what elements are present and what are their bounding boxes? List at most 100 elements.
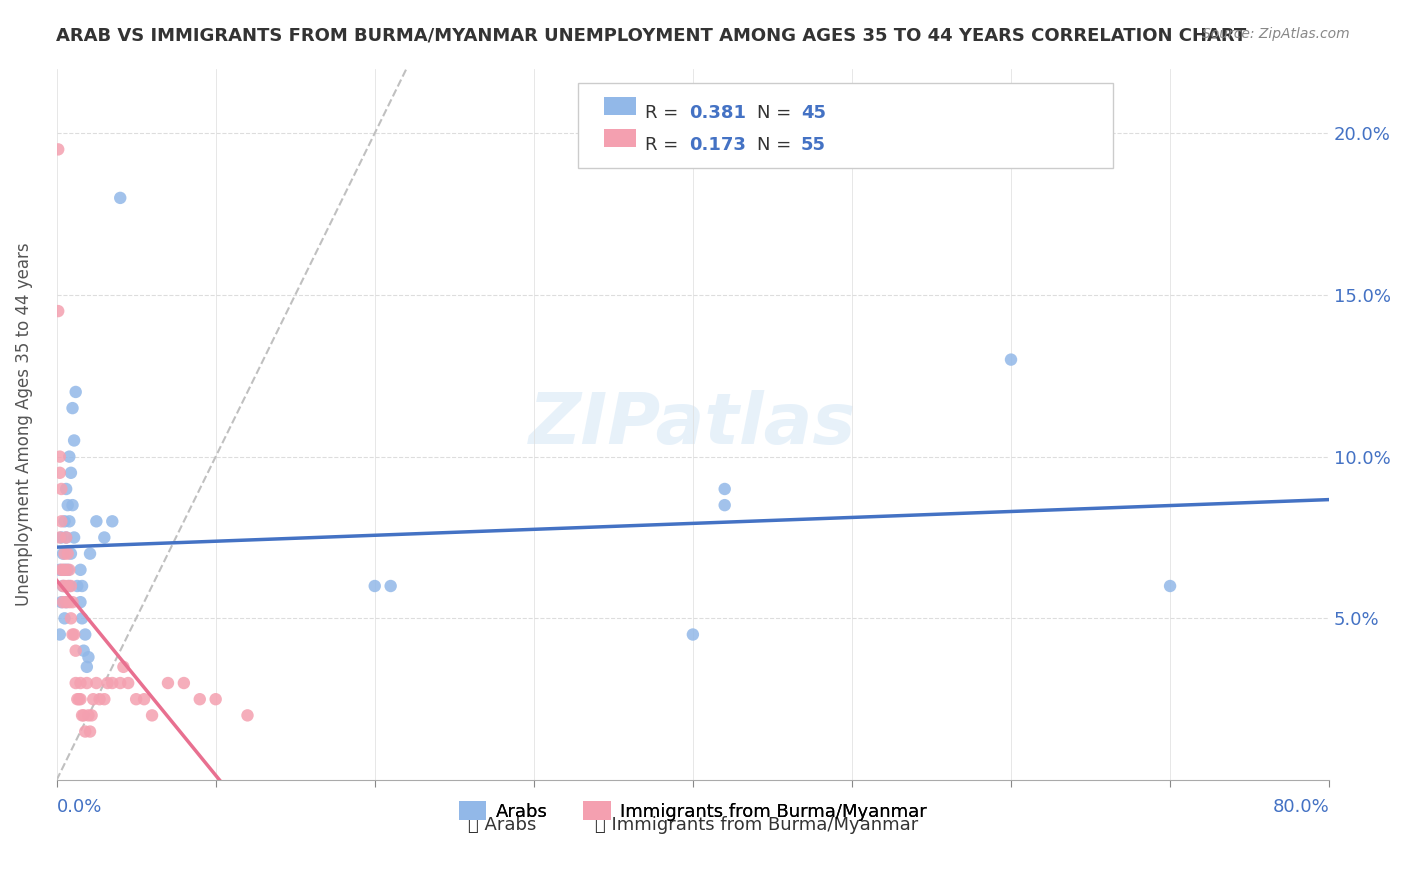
Point xyxy=(96,676,118,690)
Text: ⬜ Arabs: ⬜ Arabs xyxy=(468,815,536,834)
Point xyxy=(86,676,108,690)
Point xyxy=(75,627,97,641)
Point xyxy=(125,692,148,706)
Text: ⬜ Immigrants from Burma/Myanmar: ⬜ Immigrants from Burma/Myanmar xyxy=(595,815,918,834)
Point xyxy=(56,563,79,577)
Text: 0.173: 0.173 xyxy=(689,136,747,154)
Point xyxy=(156,676,179,690)
Point xyxy=(236,708,259,723)
Point xyxy=(89,692,111,706)
Point xyxy=(70,708,93,723)
Text: ARAB VS IMMIGRANTS FROM BURMA/MYANMAR UNEMPLOYMENT AMONG AGES 35 TO 44 YEARS COR: ARAB VS IMMIGRANTS FROM BURMA/MYANMAR UN… xyxy=(56,27,1247,45)
Point xyxy=(55,563,77,577)
Point xyxy=(77,708,100,723)
Point xyxy=(51,482,73,496)
Point xyxy=(58,450,80,464)
Text: 80.0%: 80.0% xyxy=(1272,797,1329,816)
Point xyxy=(62,627,84,641)
Point xyxy=(93,692,115,706)
Point xyxy=(56,547,79,561)
Point xyxy=(49,627,72,641)
Point xyxy=(62,498,84,512)
Point xyxy=(52,563,75,577)
Point xyxy=(80,708,103,723)
Point xyxy=(70,611,93,625)
Point xyxy=(63,434,86,448)
Point xyxy=(682,627,704,641)
Point xyxy=(69,692,91,706)
Y-axis label: Unemployment Among Ages 35 to 44 years: Unemployment Among Ages 35 to 44 years xyxy=(15,243,32,606)
Point xyxy=(65,643,87,657)
Point xyxy=(72,708,94,723)
Point xyxy=(112,660,135,674)
Point xyxy=(46,304,69,318)
Point xyxy=(63,627,86,641)
Text: R = 0.381   N = 45: R = 0.381 N = 45 xyxy=(693,94,863,112)
Legend: Arabs, Immigrants from Burma/Myanmar: Arabs, Immigrants from Burma/Myanmar xyxy=(460,802,927,821)
Point xyxy=(76,660,98,674)
Point xyxy=(65,384,87,399)
Text: N =: N = xyxy=(756,104,797,122)
Point xyxy=(69,676,91,690)
Point xyxy=(1159,579,1181,593)
Point xyxy=(93,531,115,545)
Point xyxy=(66,579,89,593)
Point xyxy=(53,547,76,561)
Point xyxy=(55,531,77,545)
Point xyxy=(53,563,76,577)
Point xyxy=(58,514,80,528)
Point xyxy=(79,724,101,739)
Point xyxy=(58,595,80,609)
Point xyxy=(53,514,76,528)
Point xyxy=(51,514,73,528)
Point xyxy=(1000,352,1022,367)
Point xyxy=(86,514,108,528)
Point xyxy=(53,611,76,625)
Point xyxy=(58,579,80,593)
Point xyxy=(76,676,98,690)
Point xyxy=(62,595,84,609)
FancyBboxPatch shape xyxy=(603,97,636,115)
Point xyxy=(56,498,79,512)
Point xyxy=(117,676,139,690)
Point xyxy=(79,547,101,561)
Text: R =: R = xyxy=(644,104,683,122)
Text: 0.0%: 0.0% xyxy=(56,797,103,816)
Point xyxy=(67,692,90,706)
Point xyxy=(82,692,104,706)
Point xyxy=(188,692,211,706)
Point xyxy=(51,563,73,577)
Point xyxy=(52,547,75,561)
Point xyxy=(69,563,91,577)
Text: Source: ZipAtlas.com: Source: ZipAtlas.com xyxy=(1202,27,1350,41)
Point xyxy=(173,676,195,690)
Point xyxy=(110,191,132,205)
Point xyxy=(52,579,75,593)
Point xyxy=(58,563,80,577)
Point xyxy=(72,643,94,657)
Point xyxy=(51,595,73,609)
Point xyxy=(66,692,89,706)
Point xyxy=(65,676,87,690)
Point xyxy=(55,595,77,609)
Point xyxy=(132,692,155,706)
Text: R =: R = xyxy=(644,136,683,154)
Point xyxy=(62,401,84,416)
Point xyxy=(59,579,82,593)
Point xyxy=(70,579,93,593)
Point xyxy=(59,611,82,625)
Point xyxy=(49,563,72,577)
Point xyxy=(56,579,79,593)
FancyBboxPatch shape xyxy=(603,129,636,147)
Point xyxy=(59,547,82,561)
Point xyxy=(75,724,97,739)
Text: R = 0.173   N = 55: R = 0.173 N = 55 xyxy=(693,122,863,140)
Point xyxy=(364,579,387,593)
Text: 0.381: 0.381 xyxy=(689,104,747,122)
Point xyxy=(110,676,132,690)
Point xyxy=(69,595,91,609)
Point xyxy=(55,482,77,496)
Point xyxy=(52,595,75,609)
Point xyxy=(204,692,226,706)
Point xyxy=(46,142,69,156)
